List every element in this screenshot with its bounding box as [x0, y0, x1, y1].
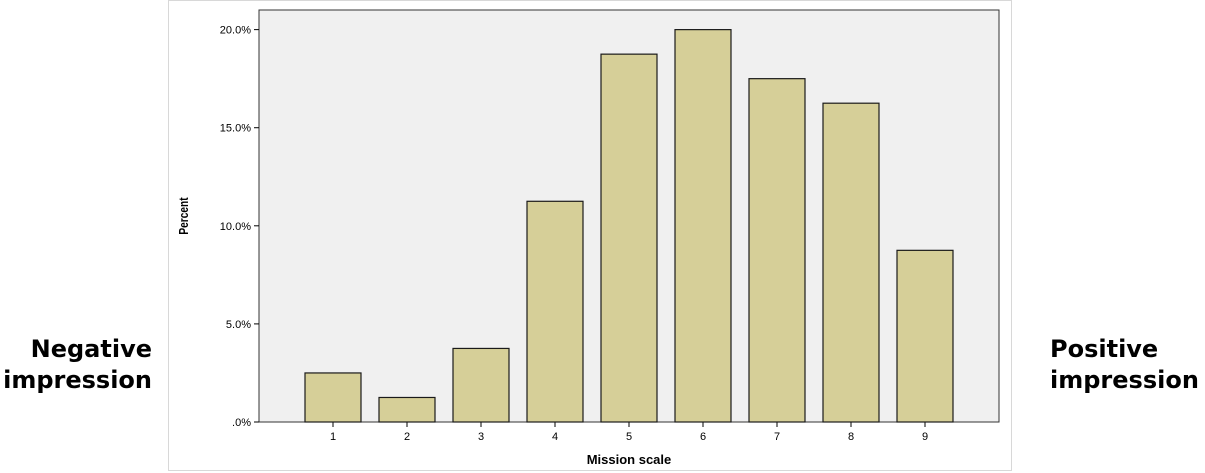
bar-5: [600, 53, 658, 423]
bar-chart: .0% 5.0% 10.0% 15.0% 20.0% 1 2 3 4 5 6 7 8 9 Mission…: [177, 9, 1000, 467]
x-tick-label: 9: [922, 431, 928, 443]
negative-impression-label: Negative impression: [3, 334, 152, 396]
positive-impression-line1: Positive: [1050, 335, 1159, 363]
positive-impression-label: Positive impression: [1050, 334, 1199, 396]
bar-8: [822, 102, 880, 423]
x-axis: 1 2 3 4 5 6 7 8 9: [330, 422, 928, 443]
x-tick-label: 6: [700, 431, 706, 443]
y-axis-title: Percent: [177, 197, 191, 234]
x-tick-label: 5: [626, 431, 632, 443]
chart-container: .0% 5.0% 10.0% 15.0% 20.0% 1 2 3 4 5 6 7 8 9 Mission…: [168, 0, 1012, 471]
x-tick-label: 3: [478, 431, 484, 443]
bar-6: [674, 29, 732, 423]
x-tick-label: 2: [404, 431, 410, 443]
bar-4: [526, 200, 584, 423]
y-tick-label: 5.0%: [226, 319, 251, 331]
bar-2: [378, 396, 436, 423]
y-axis: .0% 5.0% 10.0% 15.0% 20.0%: [220, 25, 259, 429]
negative-impression-line2: impression: [3, 366, 152, 394]
x-axis-title: Mission scale: [587, 452, 672, 467]
bars-group: [304, 29, 954, 423]
x-tick-label: 7: [774, 431, 780, 443]
positive-impression-line2: impression: [1050, 366, 1199, 394]
y-tick-label: 20.0%: [220, 25, 251, 37]
bar-1: [304, 372, 362, 423]
bar-7: [748, 78, 806, 423]
bar-3: [452, 347, 510, 423]
x-tick-label: 4: [552, 431, 558, 443]
y-tick-label: .0%: [232, 417, 251, 429]
y-tick-label: 10.0%: [220, 221, 251, 233]
bar-9: [896, 249, 954, 423]
y-tick-label: 15.0%: [220, 123, 251, 135]
negative-impression-line1: Negative: [30, 335, 152, 363]
x-tick-label: 1: [330, 431, 336, 443]
x-tick-label: 8: [848, 431, 854, 443]
